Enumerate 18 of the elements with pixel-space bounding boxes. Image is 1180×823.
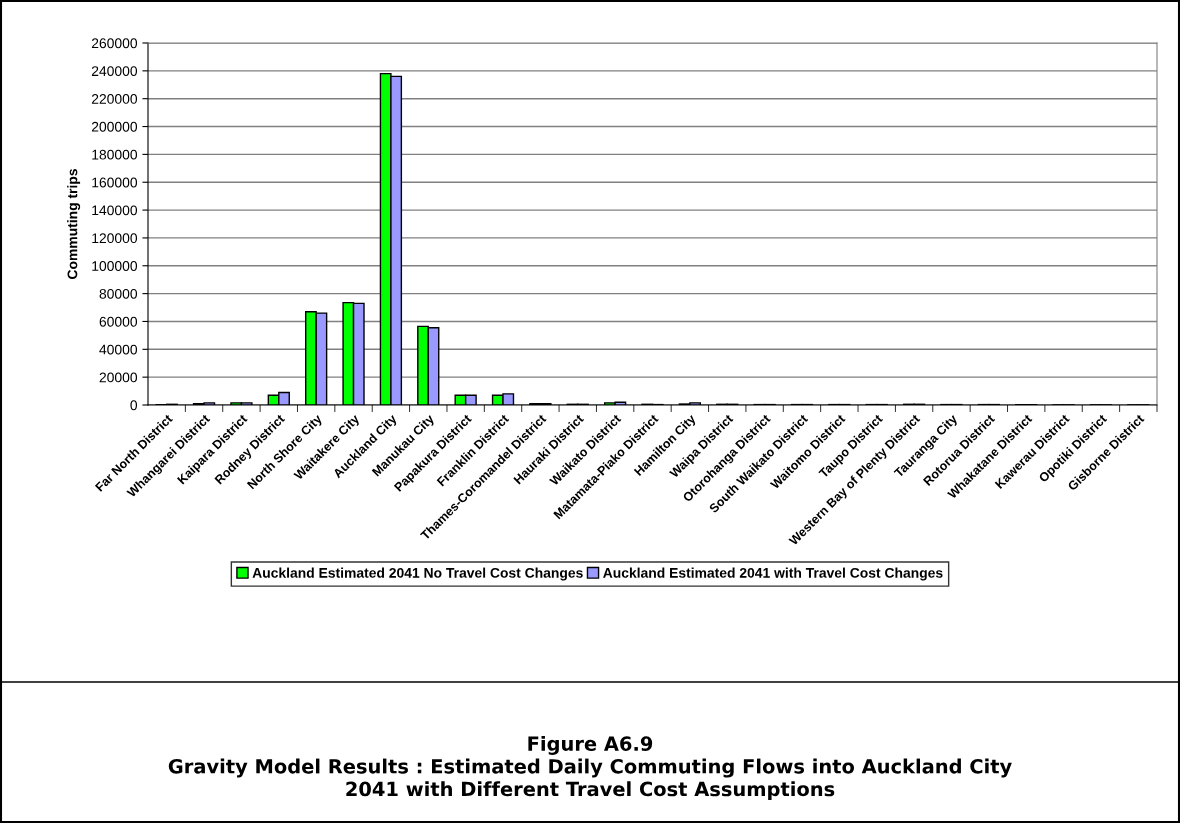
legend-label: Auckland Estimated 2041 No Travel Cost Changes	[252, 567, 583, 581]
y-tick-label: 220000	[91, 94, 138, 104]
y-tick-label: 60000	[99, 316, 138, 327]
legend-label: Auckland Estimated 2041 with Travel Cost Changes	[603, 567, 943, 581]
y-tick-label: 260000	[91, 38, 138, 49]
y-tick-label: 80000	[99, 288, 138, 299]
y-tick-label: 240000	[91, 66, 138, 77]
y-tick-label: 40000	[99, 344, 138, 355]
text: Figure A6.9 Gravity Model Results : Estimated Daily Commuting Flows into Auckland City 2041 with Different Travel Cost Assumptions	[168, 735, 1012, 801]
y-tick-label: 0	[130, 400, 138, 411]
y-tick-label: 160000	[92, 177, 138, 188]
y-tick-label: 100000	[92, 261, 138, 271]
y-tick-label: 180000	[92, 149, 138, 160]
y-tick-label: 20000	[99, 372, 138, 383]
y-tick-label: 200000	[91, 121, 138, 132]
y-tick-label: 140000	[92, 205, 138, 216]
y-tick-label: 120000	[92, 233, 138, 244]
y-axis-title: Commuting trips	[67, 169, 81, 279]
